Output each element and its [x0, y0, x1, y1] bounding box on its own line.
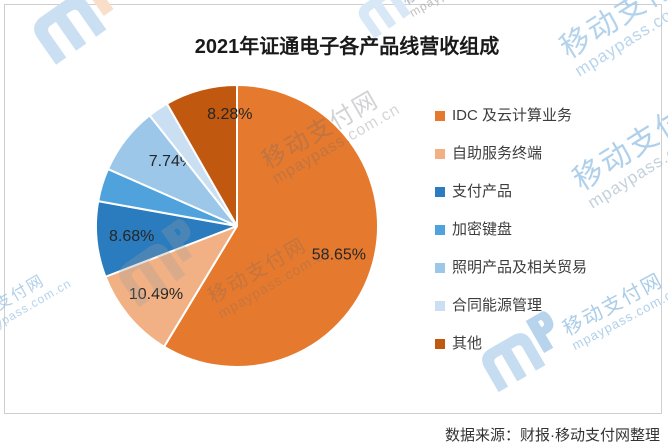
legend-swatch-icon	[435, 339, 445, 349]
legend-swatch-icon	[435, 149, 445, 159]
legend-item: 自助服务终端	[435, 145, 587, 162]
legend-swatch-icon	[435, 187, 445, 197]
legend-item: 照明产品及相关贸易	[435, 259, 588, 276]
legend-label: 其他	[452, 335, 483, 352]
legend-item: 支付产品	[435, 183, 587, 200]
legend-label: 加密键盘	[452, 221, 513, 238]
legend-label: IDC 及云计算业务	[452, 107, 573, 124]
legend-item: 合同能源管理	[435, 297, 587, 314]
chart-title: 2021年证通电子各产品线营收组成	[194, 36, 500, 58]
data-source-label: 数据来源：财报·移动支付网整理	[445, 427, 660, 444]
legend-swatch-icon	[435, 111, 445, 121]
legend-item: 其他	[435, 335, 587, 352]
legend-item: IDC 及云计算业务	[435, 107, 587, 124]
legend: IDC 及云计算业务 自助服务终端 支付产品加密键盘照明产品及相关贸易 合同能源管理其…	[435, 107, 588, 375]
legend-swatch-icon	[435, 263, 445, 273]
legend-label: 照明产品及相关贸易	[452, 259, 588, 276]
legend-label: 合同能源管理	[452, 297, 543, 314]
legend-swatch-icon	[435, 225, 445, 235]
legend-swatch-icon	[435, 301, 445, 311]
legend-label: 支付产品	[452, 183, 513, 200]
chart-border-box	[4, 4, 662, 414]
legend-label: 自助服务终端	[452, 145, 543, 162]
legend-item: 加密键盘	[435, 221, 587, 238]
